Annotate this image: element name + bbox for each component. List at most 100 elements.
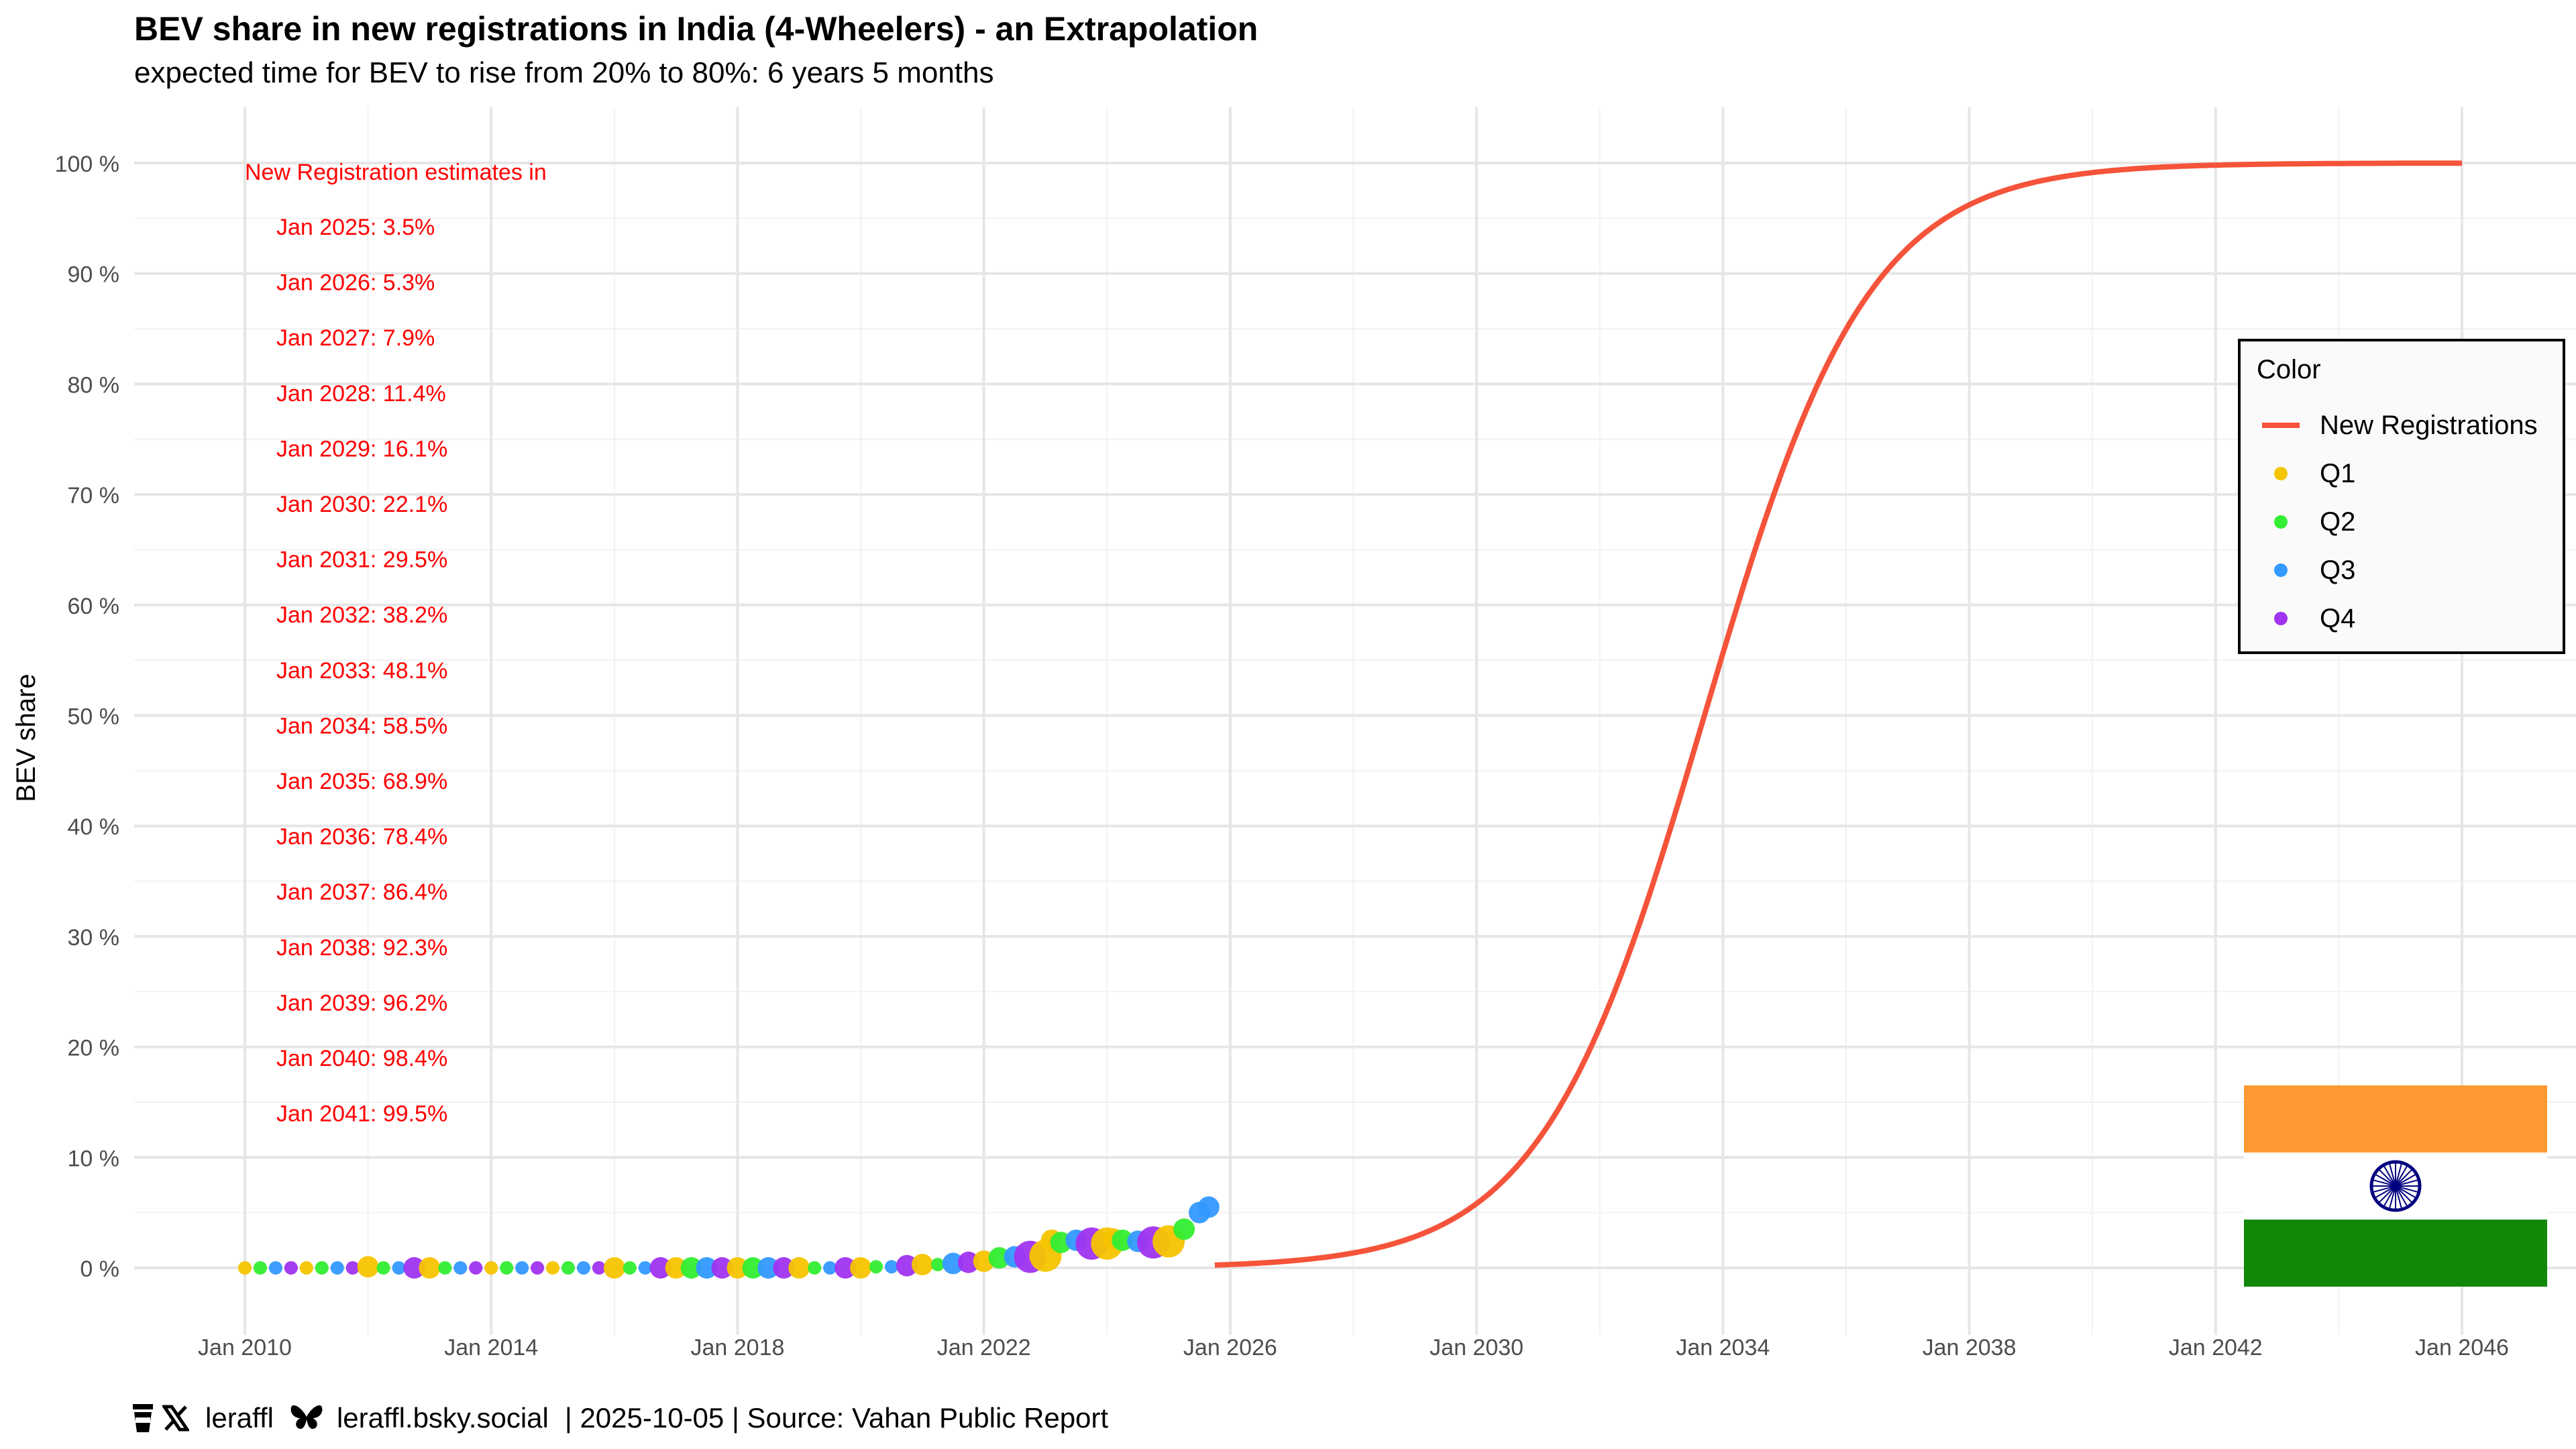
data-point-q1 (484, 1261, 498, 1275)
y-tick-label: 90 % (68, 262, 120, 288)
data-point-q4 (592, 1261, 606, 1275)
coffee-cup-icon (133, 1404, 153, 1432)
x-tick-label: Jan 2046 (2415, 1335, 2509, 1360)
annotation-line: Jan 2035: 68.9% (276, 769, 447, 794)
estimates-annotation: New Registration estimates in Jan 2025: 3… (245, 160, 547, 1127)
data-point-q3 (757, 1257, 780, 1279)
y-tick-label: 10 % (68, 1146, 120, 1171)
data-point-q1 (788, 1257, 810, 1279)
observation-points (238, 1196, 1220, 1279)
annotation-line: Jan 2041: 99.5% (276, 1102, 447, 1127)
grid-minor (134, 107, 2576, 1335)
data-point-q4 (649, 1257, 672, 1279)
x-tick-label: Jan 2026 (1183, 1335, 1277, 1360)
annotation-heading: New Registration estimates in (245, 160, 547, 185)
data-point-q4 (531, 1261, 545, 1275)
annotation-line: Jan 2036: 78.4% (276, 824, 447, 850)
data-point-q1 (357, 1256, 379, 1278)
data-point-q3 (884, 1260, 898, 1274)
data-point-q2 (438, 1261, 452, 1275)
annotation-line: Jan 2026: 5.3% (276, 270, 435, 296)
caption-source: | 2025-10-05 | Source: Vahan Public Repo… (564, 1402, 1109, 1434)
legend-item-new-registrations: New Registrations (2241, 405, 2563, 445)
data-point-q3 (823, 1261, 837, 1275)
chakra-hub (2391, 1181, 2400, 1191)
data-point-q2 (1112, 1229, 1134, 1251)
data-point-q4 (284, 1261, 298, 1275)
data-point-q3 (942, 1252, 964, 1275)
legend-label: Q2 (2320, 507, 2356, 537)
caption-bsky: leraffl.bsky.social (336, 1402, 549, 1434)
y-tick-label: 100 % (55, 152, 119, 177)
data-point-q1 (546, 1261, 560, 1275)
data-point-q3 (576, 1261, 590, 1275)
new-registrations-line (1214, 160, 2462, 1268)
ashoka-chakra-icon (2369, 1160, 2422, 1212)
data-point-q1 (911, 1254, 933, 1276)
data-point-q2 (253, 1261, 267, 1275)
y-tick-label: 50 % (68, 704, 120, 730)
data-point-q2 (988, 1247, 1010, 1269)
data-point-q2 (1173, 1218, 1195, 1240)
data-point-q3 (392, 1261, 406, 1275)
legend-point-key (2274, 467, 2288, 480)
legend-item-q4: Q4 (2241, 598, 2563, 639)
x-tick-label: Jan 2038 (1923, 1335, 2017, 1360)
legend-item-q3: Q3 (2241, 550, 2563, 590)
data-point-q1 (603, 1257, 625, 1279)
chart-plot: 0 % 10 % 20 % 30 % 40 % 50 % 60 % 70 % 80 % 90 % 1… (11, 107, 2576, 1360)
legend-point-key (2274, 515, 2288, 529)
data-point-q3 (453, 1261, 468, 1275)
x-tick-label: Jan 2034 (1676, 1335, 1770, 1360)
india-flag (2244, 1085, 2547, 1287)
data-point-q4 (835, 1257, 857, 1279)
legend-label: New Registrations (2320, 411, 2538, 440)
legend-label: Q3 (2320, 555, 2356, 585)
data-point-q2 (623, 1261, 637, 1275)
legend-label: Q1 (2320, 459, 2356, 488)
x-tick-label: Jan 2030 (1430, 1335, 1523, 1360)
data-point-q1 (665, 1257, 687, 1279)
data-point-q2 (742, 1257, 764, 1279)
data-point-q2 (680, 1257, 702, 1279)
annotation-line: Jan 2038: 92.3% (276, 935, 447, 961)
data-point-q1 (727, 1257, 749, 1279)
y-tick-label: 30 % (68, 925, 120, 951)
annotation-line: Jan 2037: 86.4% (276, 879, 447, 905)
x-tick-label: Jan 2022 (937, 1335, 1031, 1360)
data-point-q1 (850, 1257, 872, 1279)
legend-title: Color (2257, 355, 2321, 384)
annotation-line: Jan 2032: 38.2% (276, 602, 447, 628)
data-point-q1 (419, 1257, 441, 1279)
x-tick-label: Jan 2018 (690, 1335, 784, 1360)
data-point-q1 (299, 1261, 313, 1275)
data-point-q1 (238, 1261, 252, 1275)
y-axis-label: BEV share (11, 674, 41, 802)
y-tick-label: 20 % (68, 1036, 120, 1061)
legend-point-key (2274, 564, 2288, 577)
data-point-q4 (469, 1261, 483, 1275)
annotation-line: Jan 2029: 16.1% (276, 436, 447, 462)
data-point-q4 (773, 1257, 795, 1279)
x-tick-label: Jan 2042 (2169, 1335, 2263, 1360)
data-point-q4 (711, 1257, 733, 1279)
data-point-q2 (500, 1261, 514, 1275)
data-point-q2 (930, 1258, 945, 1272)
caption-handle: leraffl (205, 1402, 274, 1434)
flag-saffron-band (2244, 1085, 2547, 1152)
annotation-line: Jan 2034: 58.5% (276, 713, 447, 739)
flag-green-band (2244, 1220, 2547, 1287)
data-point-q4 (896, 1254, 918, 1277)
data-point-q2 (315, 1261, 329, 1275)
grid-major (134, 107, 2576, 1335)
data-point-q2 (561, 1261, 575, 1275)
data-point-q3 (1197, 1196, 1220, 1218)
y-tick-label: 0 % (80, 1256, 119, 1282)
data-point-q3 (268, 1261, 282, 1275)
annotation-line: Jan 2040: 98.4% (276, 1046, 447, 1071)
legend-item-q1: Q1 (2241, 453, 2563, 494)
annotation-line: Jan 2025: 3.5% (276, 215, 435, 240)
data-point-q2 (808, 1261, 822, 1275)
annotation-line: Jan 2028: 11.4% (276, 381, 446, 407)
caption: leraffl leraffl.bsky.social | 2025-10-05… (131, 1402, 1108, 1434)
